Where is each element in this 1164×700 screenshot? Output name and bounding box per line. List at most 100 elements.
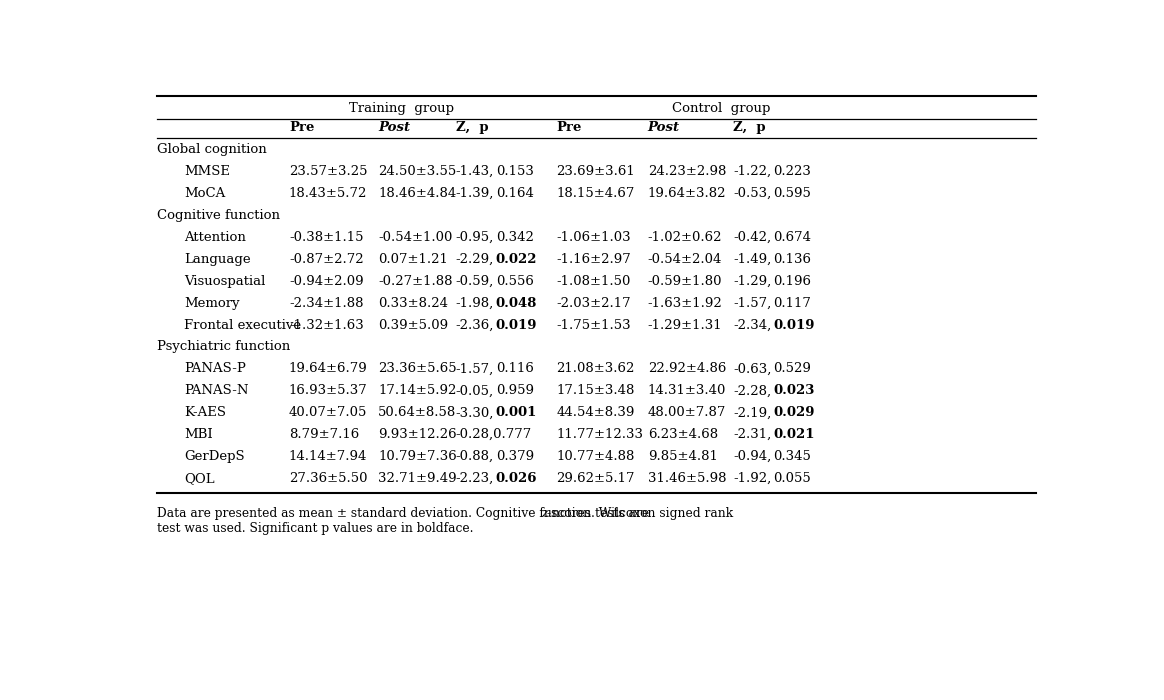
Text: 44.54±8.39: 44.54±8.39: [556, 406, 634, 419]
Text: 6.23±4.68: 6.23±4.68: [647, 428, 718, 441]
Text: 11.77±12.33: 11.77±12.33: [556, 428, 644, 441]
Text: 32.71±9.49: 32.71±9.49: [378, 472, 456, 485]
Text: -1.08±1.50: -1.08±1.50: [556, 274, 631, 288]
Text: -2.34±1.88: -2.34±1.88: [289, 297, 363, 309]
Text: -1.29,: -1.29,: [733, 274, 772, 288]
Text: -0.38±1.15: -0.38±1.15: [289, 231, 363, 244]
Text: 0.117: 0.117: [773, 297, 811, 309]
Text: -1.02±0.62: -1.02±0.62: [647, 231, 722, 244]
Text: -1.98,: -1.98,: [455, 297, 494, 309]
Text: 0.019: 0.019: [496, 318, 538, 332]
Text: 0.223: 0.223: [773, 165, 811, 178]
Text: -2.34,: -2.34,: [733, 318, 772, 332]
Text: 0.556: 0.556: [496, 274, 533, 288]
Text: z: z: [541, 507, 548, 519]
Text: 10.79±7.36: 10.79±7.36: [378, 450, 456, 463]
Text: -2.28,: -2.28,: [733, 384, 771, 398]
Text: 40.07±7.05: 40.07±7.05: [289, 406, 368, 419]
Text: 19.64±3.82: 19.64±3.82: [647, 187, 726, 199]
Text: -1.43,: -1.43,: [455, 165, 494, 178]
Text: 0.164: 0.164: [496, 187, 533, 199]
Text: Psychiatric function: Psychiatric function: [157, 340, 290, 354]
Text: Pre: Pre: [556, 121, 582, 134]
Text: -1.63±1.92: -1.63±1.92: [647, 297, 723, 309]
Text: 0.379: 0.379: [496, 450, 534, 463]
Text: -1.39,: -1.39,: [455, 187, 494, 199]
Text: -2.29,: -2.29,: [455, 253, 494, 266]
Text: 17.15±3.48: 17.15±3.48: [556, 384, 634, 398]
Text: 22.92±4.86: 22.92±4.86: [647, 363, 726, 375]
Text: Data are presented as mean ± standard deviation. Cognitive function tests are: Data are presented as mean ± standard de…: [157, 507, 653, 519]
Text: -0.05,: -0.05,: [455, 384, 494, 398]
Text: -0.42,: -0.42,: [733, 231, 771, 244]
Text: 48.00±7.87: 48.00±7.87: [647, 406, 726, 419]
Text: -0.94±2.09: -0.94±2.09: [289, 274, 363, 288]
Text: -0.95,: -0.95,: [455, 231, 494, 244]
Text: 24.50±3.55: 24.50±3.55: [378, 165, 456, 178]
Text: 0.07±1.21: 0.07±1.21: [378, 253, 448, 266]
Text: -0.87±2.72: -0.87±2.72: [289, 253, 363, 266]
Text: 0.33±8.24: 0.33±8.24: [378, 297, 448, 309]
Text: -3.30,: -3.30,: [455, 406, 494, 419]
Text: -0.53,: -0.53,: [733, 187, 772, 199]
Text: 29.62±5.17: 29.62±5.17: [556, 472, 634, 485]
Text: 19.64±6.79: 19.64±6.79: [289, 363, 368, 375]
Text: 0.021: 0.021: [773, 428, 815, 441]
Text: -0.54±1.00: -0.54±1.00: [378, 231, 453, 244]
Text: 14.14±7.94: 14.14±7.94: [289, 450, 368, 463]
Text: Cognitive function: Cognitive function: [157, 209, 281, 222]
Text: 14.31±3.40: 14.31±3.40: [647, 384, 726, 398]
Text: -2.36,: -2.36,: [455, 318, 494, 332]
Text: -0.63,: -0.63,: [733, 363, 772, 375]
Text: 50.64±8.58: 50.64±8.58: [378, 406, 456, 419]
Text: -1.75±1.53: -1.75±1.53: [556, 318, 631, 332]
Text: Post: Post: [647, 121, 680, 134]
Text: 0.001: 0.001: [496, 406, 537, 419]
Text: Language: Language: [184, 253, 251, 266]
Text: 0.595: 0.595: [773, 187, 811, 199]
Text: 0.048: 0.048: [496, 297, 537, 309]
Text: 0.959: 0.959: [496, 384, 534, 398]
Text: 0.029: 0.029: [773, 406, 815, 419]
Text: -2.23,: -2.23,: [455, 472, 494, 485]
Text: Control  group: Control group: [672, 102, 771, 115]
Text: PANAS-N: PANAS-N: [184, 384, 249, 398]
Text: 23.57±3.25: 23.57±3.25: [289, 165, 368, 178]
Text: 31.46±5.98: 31.46±5.98: [647, 472, 726, 485]
Text: 17.14±5.92: 17.14±5.92: [378, 384, 456, 398]
Text: GerDepS: GerDepS: [184, 450, 244, 463]
Text: -2.31,: -2.31,: [733, 428, 772, 441]
Text: 0.116: 0.116: [496, 363, 533, 375]
Text: -1.16±2.97: -1.16±2.97: [556, 253, 631, 266]
Text: -2.03±2.17: -2.03±2.17: [556, 297, 631, 309]
Text: 8.79±7.16: 8.79±7.16: [289, 428, 360, 441]
Text: PANAS-P: PANAS-P: [184, 363, 246, 375]
Text: -1.92,: -1.92,: [733, 472, 772, 485]
Text: 18.46±4.84: 18.46±4.84: [378, 187, 456, 199]
Text: 18.15±4.67: 18.15±4.67: [556, 187, 634, 199]
Text: -0.88,: -0.88,: [455, 450, 494, 463]
Text: 0.019: 0.019: [773, 318, 815, 332]
Text: 0.136: 0.136: [773, 253, 811, 266]
Text: -0.27±1.88: -0.27±1.88: [378, 274, 453, 288]
Text: 0.39±5.09: 0.39±5.09: [378, 318, 448, 332]
Text: 0.196: 0.196: [773, 274, 811, 288]
Text: -0.94,: -0.94,: [733, 450, 772, 463]
Text: test was used. Significant p values are in boldface.: test was used. Significant p values are …: [157, 522, 474, 535]
Text: 21.08±3.62: 21.08±3.62: [556, 363, 634, 375]
Text: -0.59±1.80: -0.59±1.80: [647, 274, 722, 288]
Text: Visuospatial: Visuospatial: [184, 274, 265, 288]
Text: K-AES: K-AES: [184, 406, 226, 419]
Text: 0.529: 0.529: [773, 363, 811, 375]
Text: 0.153: 0.153: [496, 165, 533, 178]
Text: 0.023: 0.023: [773, 384, 815, 398]
Text: 18.43±5.72: 18.43±5.72: [289, 187, 368, 199]
Text: -0.54±2.04: -0.54±2.04: [647, 253, 722, 266]
Text: -0.28,0.777: -0.28,0.777: [455, 428, 532, 441]
Text: Z,  p: Z, p: [455, 121, 488, 134]
Text: -1.06±1.03: -1.06±1.03: [556, 231, 631, 244]
Text: -1.22,: -1.22,: [733, 165, 771, 178]
Text: -1.57,: -1.57,: [733, 297, 772, 309]
Text: -1.32±1.63: -1.32±1.63: [289, 318, 363, 332]
Text: Memory: Memory: [184, 297, 240, 309]
